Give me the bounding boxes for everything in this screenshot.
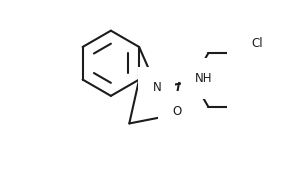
Text: N: N <box>152 81 161 94</box>
Text: O: O <box>172 105 182 118</box>
Text: Cl: Cl <box>252 38 263 50</box>
Text: NH: NH <box>195 72 213 85</box>
